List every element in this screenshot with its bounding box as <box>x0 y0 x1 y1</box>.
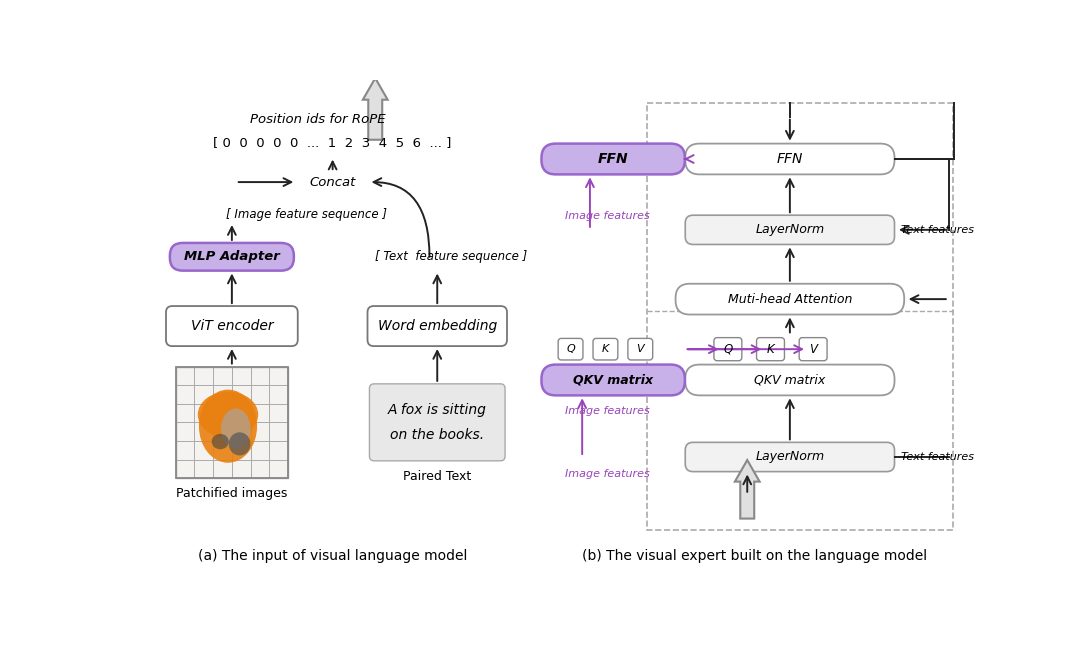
Text: V: V <box>636 344 644 354</box>
Text: [ Image feature sequence ]: [ Image feature sequence ] <box>227 208 388 221</box>
Text: LayerNorm: LayerNorm <box>755 223 824 236</box>
Text: (b) The visual expert built on the language model: (b) The visual expert built on the langu… <box>582 548 928 562</box>
Text: Image features: Image features <box>565 406 650 416</box>
FancyBboxPatch shape <box>593 339 618 360</box>
Text: Q: Q <box>724 343 732 356</box>
Text: ViT encoder: ViT encoder <box>190 319 273 333</box>
Text: MLP Adapter: MLP Adapter <box>184 250 280 264</box>
Text: Position ids for RoPE: Position ids for RoPE <box>249 114 386 126</box>
Text: on the books.: on the books. <box>390 428 484 442</box>
FancyBboxPatch shape <box>367 306 507 346</box>
Text: Q: Q <box>566 344 575 354</box>
FancyBboxPatch shape <box>170 243 294 271</box>
FancyArrow shape <box>363 78 388 139</box>
Text: Paired Text: Paired Text <box>403 469 471 483</box>
FancyBboxPatch shape <box>558 339 583 360</box>
Text: Muti-head Attention: Muti-head Attention <box>728 293 852 305</box>
Ellipse shape <box>212 434 229 450</box>
FancyBboxPatch shape <box>685 365 894 395</box>
FancyArrowPatch shape <box>374 178 430 257</box>
Ellipse shape <box>199 390 257 463</box>
Text: LayerNorm: LayerNorm <box>755 450 824 463</box>
Ellipse shape <box>198 392 258 438</box>
FancyBboxPatch shape <box>685 215 894 244</box>
Text: V: V <box>809 343 818 356</box>
Text: Concat: Concat <box>310 175 355 189</box>
Text: A fox is sitting: A fox is sitting <box>388 403 487 417</box>
Text: Image features: Image features <box>565 211 650 221</box>
Ellipse shape <box>221 408 251 448</box>
Text: (a) The input of visual language model: (a) The input of visual language model <box>198 548 468 562</box>
Ellipse shape <box>229 432 251 456</box>
FancyBboxPatch shape <box>685 442 894 471</box>
Text: QKV matrix: QKV matrix <box>754 373 825 386</box>
FancyBboxPatch shape <box>166 306 298 346</box>
FancyBboxPatch shape <box>685 143 894 175</box>
Text: Patchified images: Patchified images <box>176 487 287 500</box>
FancyBboxPatch shape <box>627 339 652 360</box>
Text: QKV matrix: QKV matrix <box>573 373 653 386</box>
Text: [ 0  0  0  0  0  ...  1  2  3  4  5  6  ... ]: [ 0 0 0 0 0 ... 1 2 3 4 5 6 ... ] <box>214 136 451 149</box>
FancyBboxPatch shape <box>714 337 742 361</box>
FancyBboxPatch shape <box>369 384 505 461</box>
FancyBboxPatch shape <box>757 337 784 361</box>
FancyArrow shape <box>734 460 759 519</box>
Text: K: K <box>602 344 609 354</box>
Bar <box>176 367 288 478</box>
FancyBboxPatch shape <box>541 365 685 395</box>
Bar <box>176 367 288 478</box>
Bar <box>647 103 953 530</box>
Text: [ Text  feature sequence ]: [ Text feature sequence ] <box>375 250 527 264</box>
Text: Text features: Text features <box>901 225 974 235</box>
Text: FFN: FFN <box>777 152 804 166</box>
Text: FFN: FFN <box>598 152 629 166</box>
Text: K: K <box>767 343 774 356</box>
FancyBboxPatch shape <box>676 284 904 315</box>
FancyBboxPatch shape <box>799 337 827 361</box>
FancyBboxPatch shape <box>541 143 685 175</box>
Text: Word embedding: Word embedding <box>378 319 497 333</box>
Text: Image features: Image features <box>565 469 650 479</box>
Text: Text features: Text features <box>901 452 974 462</box>
